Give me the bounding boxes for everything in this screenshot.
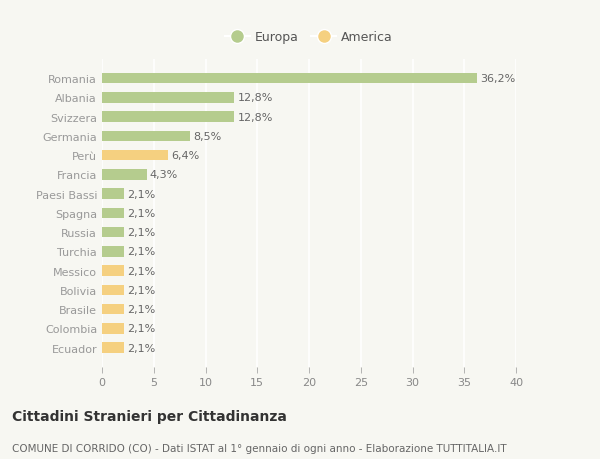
- Bar: [102, 151, 168, 161]
- Text: 6,4%: 6,4%: [172, 151, 200, 161]
- Bar: [102, 73, 476, 84]
- Text: 2,1%: 2,1%: [127, 285, 155, 295]
- Text: 36,2%: 36,2%: [480, 74, 515, 84]
- Bar: [102, 285, 124, 296]
- Text: 2,1%: 2,1%: [127, 208, 155, 218]
- Text: COMUNE DI CORRIDO (CO) - Dati ISTAT al 1° gennaio di ogni anno - Elaborazione TU: COMUNE DI CORRIDO (CO) - Dati ISTAT al 1…: [12, 443, 506, 453]
- Bar: [102, 208, 124, 219]
- Text: 2,1%: 2,1%: [127, 324, 155, 334]
- Text: 12,8%: 12,8%: [238, 93, 273, 103]
- Text: 8,5%: 8,5%: [193, 132, 221, 141]
- Bar: [102, 246, 124, 257]
- Bar: [102, 112, 235, 123]
- Bar: [102, 343, 124, 353]
- Bar: [102, 227, 124, 238]
- Bar: [102, 93, 235, 103]
- Text: Cittadini Stranieri per Cittadinanza: Cittadini Stranieri per Cittadinanza: [12, 409, 287, 423]
- Bar: [102, 266, 124, 276]
- Bar: [102, 131, 190, 142]
- Bar: [102, 189, 124, 200]
- Text: 2,1%: 2,1%: [127, 266, 155, 276]
- Text: 4,3%: 4,3%: [149, 170, 178, 180]
- Text: 12,8%: 12,8%: [238, 112, 273, 123]
- Text: 2,1%: 2,1%: [127, 247, 155, 257]
- Text: 2,1%: 2,1%: [127, 228, 155, 238]
- Legend: Europa, America: Europa, America: [220, 26, 398, 49]
- Text: 2,1%: 2,1%: [127, 304, 155, 314]
- Bar: [102, 324, 124, 334]
- Text: 2,1%: 2,1%: [127, 343, 155, 353]
- Bar: [102, 304, 124, 315]
- Bar: [102, 170, 146, 180]
- Text: 2,1%: 2,1%: [127, 189, 155, 199]
